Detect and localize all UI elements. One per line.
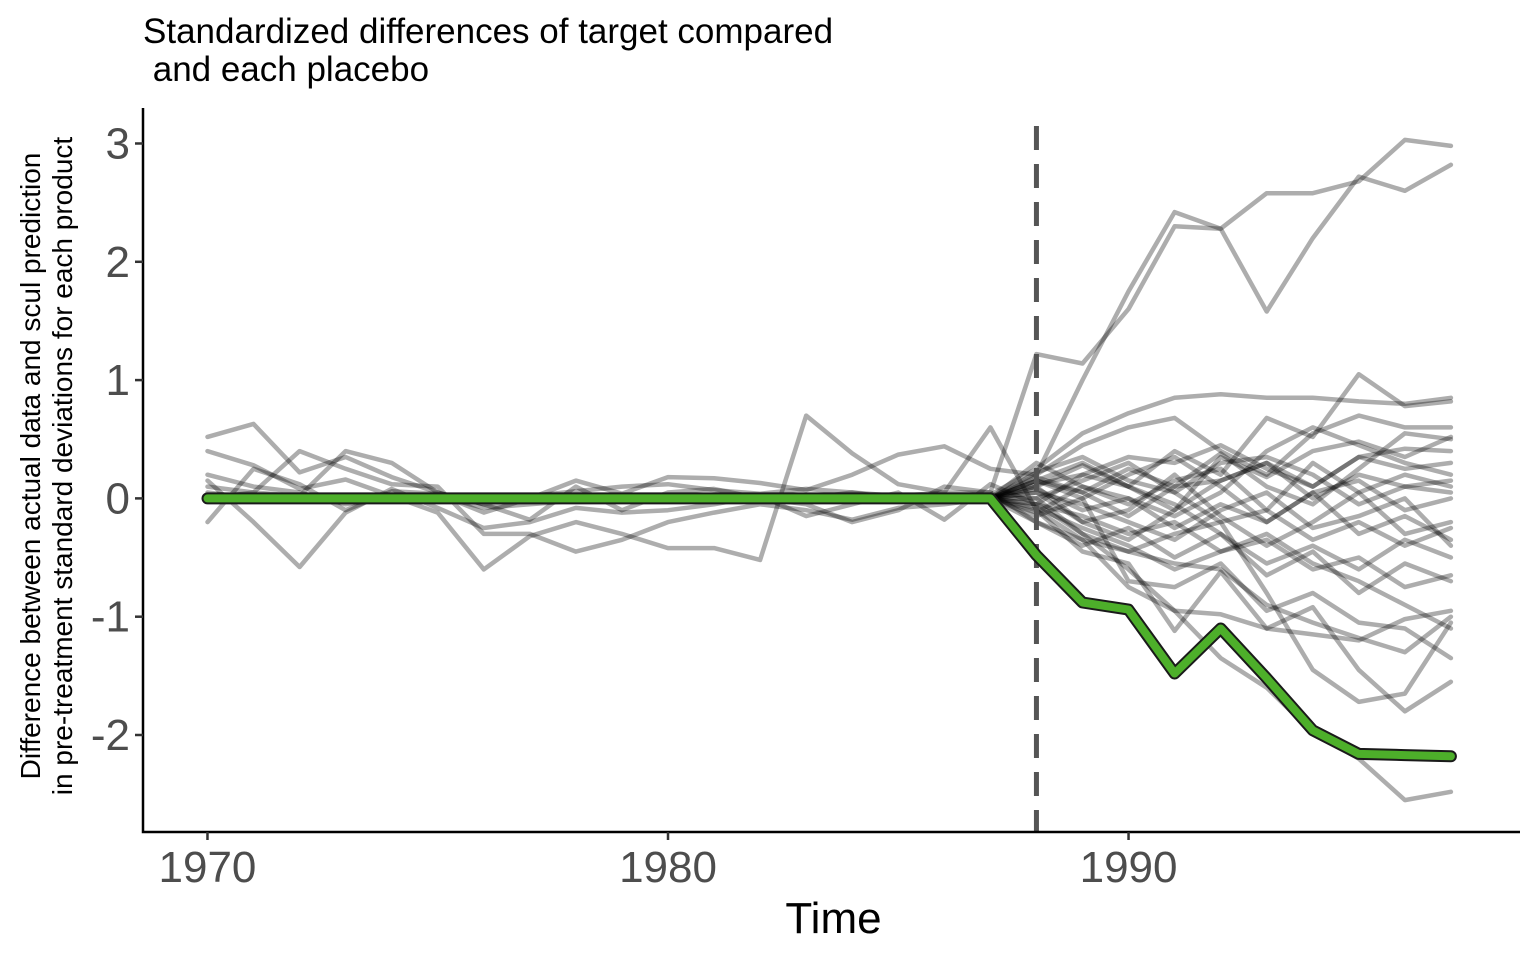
target-series-group (201, 492, 1457, 763)
x-tick-label: 1980 (619, 843, 717, 892)
y-tick-label: 0 (106, 474, 130, 523)
y-axis-title: Difference between actual data and scul … (15, 137, 78, 796)
x-axis: 1970 1980 1990 (159, 832, 1178, 892)
x-tick-label: 1970 (159, 843, 257, 892)
axis-lines (141, 108, 1520, 834)
placebo-series-line (205, 162, 1454, 507)
y-tick-label: -2 (91, 711, 130, 760)
chart-title: Standardized differences of target compa… (143, 12, 833, 89)
y-tick-label: -1 (91, 593, 130, 642)
chart-title-line: Standardized differences of target compa… (143, 12, 833, 51)
y-tick-label: 1 (106, 356, 130, 405)
plot-area (201, 126, 1457, 832)
y-tick-label: 3 (106, 119, 130, 168)
chart-title-line: and each placebo (143, 50, 429, 89)
y-axis: -2 -1 0 1 2 3 (91, 119, 143, 760)
y-tick-label: 2 (106, 238, 130, 287)
x-axis-title: Time (785, 894, 881, 943)
y-axis-title-line: in pre-treatment standard deviations for… (47, 137, 78, 796)
placebo-series-line (205, 478, 1454, 803)
x-tick-label: 1990 (1080, 843, 1178, 892)
placebo-series-line (205, 448, 1454, 661)
placebo-series-line (205, 448, 1454, 705)
placebo-series-group (205, 137, 1454, 803)
y-axis-title-line: Difference between actual data and scul … (15, 153, 46, 780)
target-series-line (203, 494, 1455, 761)
